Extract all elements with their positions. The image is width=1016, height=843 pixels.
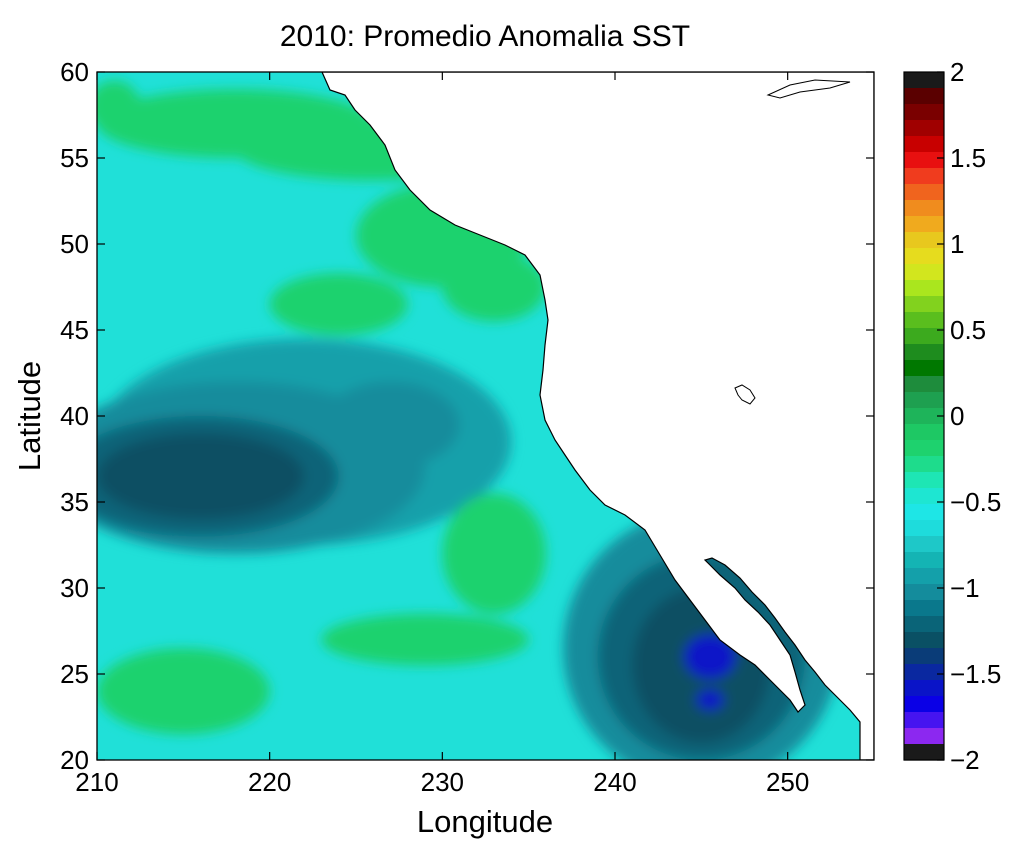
colorbar-swatch: [904, 696, 944, 713]
anomaly-region: [97, 433, 305, 520]
anomaly-region: [696, 689, 724, 711]
colorbar-swatch: [904, 248, 944, 265]
y-tick-label: 20: [60, 745, 89, 775]
y-tick-label: 30: [60, 573, 89, 603]
x-tick-label: 240: [593, 767, 636, 797]
colorbar-swatch: [904, 664, 944, 681]
colorbar-swatch: [904, 200, 944, 217]
colorbar-tick-label: −0.5: [950, 487, 1001, 517]
anomaly-region: [269, 273, 408, 336]
colorbar-swatch: [904, 120, 944, 137]
colorbar-swatch: [904, 568, 944, 585]
colorbar-swatch: [904, 600, 944, 617]
colorbar-swatch: [904, 520, 944, 537]
colorbar-swatch: [904, 312, 944, 329]
x-axis: 210 220 230 240 250: [75, 72, 809, 797]
x-tick-label: 210: [75, 767, 118, 797]
colorbar-swatch: [904, 536, 944, 553]
x-axis-title: Longitude: [417, 804, 553, 839]
colorbar-swatch: [904, 584, 944, 601]
colorbar-swatch: [904, 712, 944, 729]
colorbar-swatch: [904, 280, 944, 297]
colorbar-swatch: [904, 408, 944, 425]
colorbar-swatch: [904, 424, 944, 441]
colorbar-swatch: [904, 264, 944, 281]
colorbar-tick-label: 1: [950, 229, 964, 259]
colorbar-swatch: [904, 344, 944, 361]
colorbar-swatch: [904, 360, 944, 377]
colorbar-swatch: [904, 456, 944, 473]
colorbar-tick-label: 0: [950, 401, 964, 431]
land-mask: [321, 72, 874, 760]
chart-title: 2010: Promedio Anomalia SST: [280, 20, 690, 53]
colorbar-swatch: [904, 648, 944, 665]
y-tick-label: 55: [60, 143, 89, 173]
island-outline: [766, 79, 851, 99]
colorbar-swatch: [904, 168, 944, 185]
colorbar-tick-label: 1.5: [950, 143, 986, 173]
y-axis-title: Latitude: [12, 361, 47, 471]
anomaly-region: [97, 648, 270, 735]
colorbar-swatch: [904, 152, 944, 169]
colorbar-swatch: [904, 376, 944, 393]
colorbar-swatch: [904, 136, 944, 153]
island-outline: [734, 384, 756, 405]
colorbar-swatch: [904, 88, 944, 105]
y-tick-label: 60: [60, 57, 89, 87]
colorbar-swatch: [904, 632, 944, 649]
colorbar-tick-label: −1: [950, 573, 980, 603]
x-tick-label: 230: [421, 767, 464, 797]
x-tick-label: 250: [766, 767, 809, 797]
y-axis: 60 55 50 45 40 35 30 25 20: [60, 57, 874, 775]
colorbar-swatch: [904, 328, 944, 345]
colorbar-swatch: [904, 744, 944, 761]
colorbar-swatch: [904, 616, 944, 633]
colorbar-swatch: [904, 680, 944, 697]
colorbar-swatch: [904, 472, 944, 489]
y-tick-label: 50: [60, 229, 89, 259]
colorbar: 2 1.5 1 0.5 0 −0.5 −1 −1.5 −2: [903, 57, 1001, 775]
y-tick-label: 45: [60, 315, 89, 345]
colorbar-swatch: [904, 232, 944, 249]
colorbar-tick-label: −1.5: [950, 659, 1001, 689]
map-plot-area: [97, 72, 874, 760]
anomaly-region: [97, 80, 141, 133]
colorbar-swatch: [904, 728, 944, 745]
colorbar-swatch: [904, 488, 944, 505]
y-tick-label: 40: [60, 401, 89, 431]
colorbar-swatch: [904, 504, 944, 521]
colorbar-swatch: [904, 296, 944, 313]
y-tick-label: 25: [60, 659, 89, 689]
colorbar-swatch: [904, 392, 944, 409]
y-tick-label: 35: [60, 487, 89, 517]
colorbar-swatch: [904, 440, 944, 457]
colorbar-swatch: [904, 184, 944, 201]
anomaly-region: [321, 381, 460, 468]
colorbar-swatch: [904, 552, 944, 569]
x-tick-label: 220: [248, 767, 291, 797]
colorbar-swatch: [904, 216, 944, 233]
colorbar-swatch: [904, 104, 944, 121]
anomaly-region: [321, 613, 529, 666]
colorbar-swatch: [904, 72, 944, 89]
colorbar-tick-label: −2: [950, 745, 980, 775]
anomaly-region: [442, 493, 546, 614]
anomaly-region: [684, 634, 736, 680]
anomaly-region: [442, 252, 546, 322]
colorbar-tick-label: 2: [950, 57, 964, 87]
colorbar-tick-label: 0.5: [950, 315, 986, 345]
